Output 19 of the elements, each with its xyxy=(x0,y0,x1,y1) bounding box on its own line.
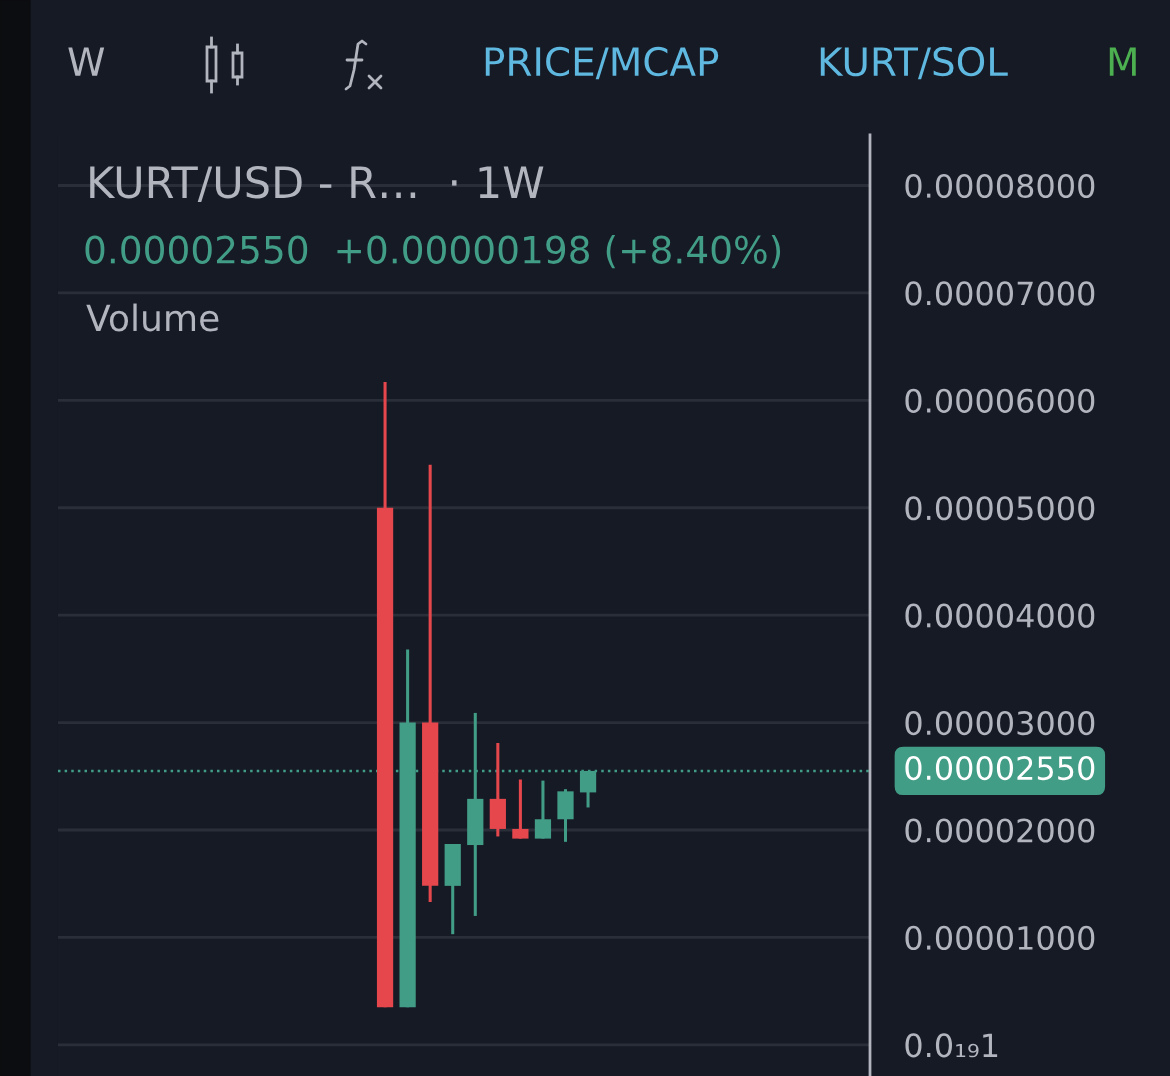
y-tick-label: 0.00008000 xyxy=(905,173,1095,199)
annotation: 0.00002550 +0.00000198 (+8.40%) xyxy=(85,234,781,269)
y-tick-label: 0.0₁₉1 xyxy=(905,1033,998,1058)
text: KURT/USD - R… · 1W xyxy=(90,165,544,202)
y-tick-label: 0.00004000 xyxy=(905,603,1095,628)
y-tick-label: 0.00006000 xyxy=(905,388,1095,413)
ref-line-label: 0.00002550 xyxy=(905,756,1095,781)
y-tick-label: 0.00002000 xyxy=(905,818,1095,843)
text: KURT/SOL xyxy=(820,46,1008,80)
y-tick-label: 0.00005000 xyxy=(905,496,1095,521)
y-tick-label: 0.00001000 xyxy=(905,925,1095,951)
text: W xyxy=(68,47,105,76)
candlestick xyxy=(512,779,529,839)
y-tick-label: 0.00003000 xyxy=(905,711,1095,736)
text: PRICE/MCAP xyxy=(485,46,719,80)
candlestick xyxy=(534,780,552,839)
text: M xyxy=(1109,47,1136,76)
y-tick-label: 0.00007000 xyxy=(905,281,1095,306)
annotation: Volume xyxy=(86,303,219,332)
